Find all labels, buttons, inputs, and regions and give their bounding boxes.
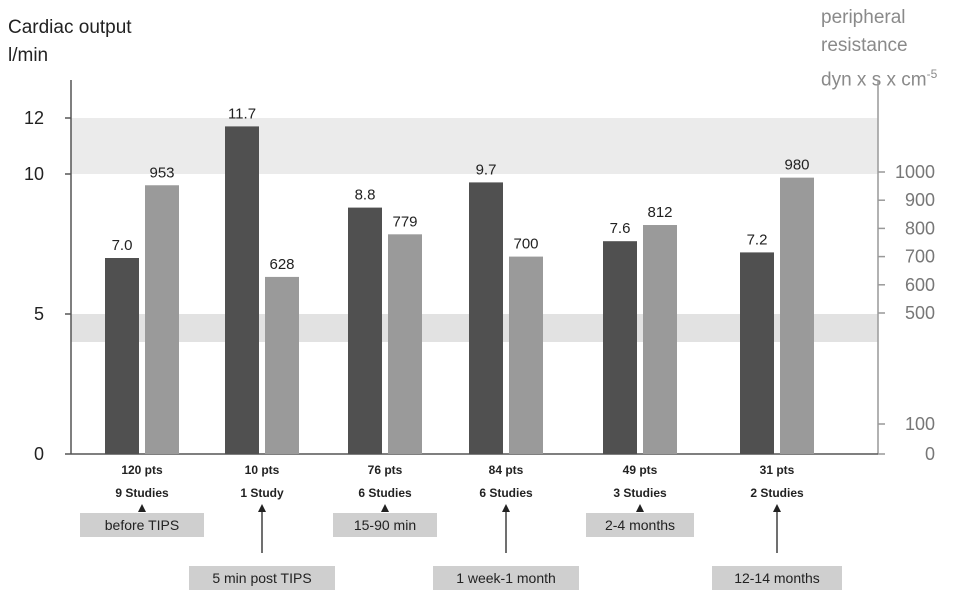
- bar-resistance-2: [265, 276, 299, 454]
- left-axis-title-line2: l/min: [8, 45, 49, 66]
- bar-cardiac-output-6: [740, 252, 774, 454]
- data-label-resistance-6: 980: [784, 157, 809, 174]
- time-label-2: 5 min post TIPS: [212, 570, 311, 586]
- right-tick-label-600: 600: [905, 275, 935, 295]
- right-tick-label-800: 800: [905, 218, 935, 238]
- left-axis-title: Cardiac output l/min: [8, 14, 132, 70]
- group-studies-label-6: 2 Studies: [750, 486, 804, 500]
- bar-cardiac-output-1: [105, 258, 139, 454]
- left-axis-title-line1: Cardiac output: [8, 17, 132, 38]
- left-tick-label-5: 5: [34, 304, 44, 324]
- group-pts-label-6: 31 pts: [760, 463, 795, 477]
- time-box-4: [433, 566, 579, 590]
- data-label-resistance-5: 812: [647, 204, 672, 221]
- data-label-resistance-3: 779: [392, 213, 417, 230]
- group-studies-label-4: 6 Studies: [479, 486, 533, 500]
- time-box-3: [333, 513, 437, 537]
- data-label-resistance-2: 628: [269, 256, 294, 273]
- time-arrow-head-5: [636, 504, 644, 512]
- data-label-cardiac-output-4: 9.7: [476, 161, 497, 178]
- group-pts-label-3: 76 pts: [368, 463, 403, 477]
- time-arrow-head-2: [258, 504, 266, 512]
- bar-resistance-6: [780, 177, 814, 454]
- right-tick-label-0: 0: [925, 444, 935, 464]
- right-tick-label-900: 900: [905, 190, 935, 210]
- group-studies-label-3: 6 Studies: [358, 486, 412, 500]
- time-arrow-head-1: [138, 504, 146, 512]
- right-axis-title-line1: peripheral: [821, 7, 906, 28]
- time-label-4: 1 week-1 month: [456, 570, 556, 586]
- right-tick-label-1000: 1000: [895, 162, 935, 182]
- bar-cardiac-output-3: [348, 207, 382, 454]
- time-box-1: [80, 513, 204, 537]
- bar-cardiac-output-5: [603, 241, 637, 454]
- bar-resistance-1: [145, 185, 179, 454]
- time-label-3: 15-90 min: [354, 517, 416, 533]
- right-axis-unit-exponent: -5: [926, 67, 938, 81]
- time-arrow-head-3: [381, 504, 389, 512]
- bar-cardiac-output-4: [469, 182, 503, 454]
- right-tick-label-500: 500: [905, 303, 935, 323]
- data-label-cardiac-output-3: 8.8: [355, 187, 376, 204]
- group-studies-label-1: 9 Studies: [115, 486, 169, 500]
- data-label-cardiac-output-2: 11.7: [228, 105, 256, 122]
- time-label-6: 12-14 months: [734, 570, 820, 586]
- time-box-5: [586, 513, 694, 537]
- bar-resistance-3: [388, 234, 422, 454]
- bar-cardiac-output-2: [225, 126, 259, 455]
- right-axis-title-line3: dyn x s x cm-5: [821, 60, 967, 94]
- group-pts-label-2: 10 pts: [245, 463, 280, 477]
- group-pts-label-4: 84 pts: [489, 463, 524, 477]
- data-label-cardiac-output-1: 7.0: [112, 237, 133, 254]
- bar-resistance-5: [643, 225, 677, 454]
- time-label-1: before TIPS: [105, 517, 179, 533]
- data-label-resistance-1: 953: [149, 164, 174, 181]
- group-pts-label-1: 120 pts: [121, 463, 163, 477]
- data-label-cardiac-output-5: 7.6: [610, 220, 631, 237]
- right-tick-label-700: 700: [905, 247, 935, 267]
- time-box-2: [189, 566, 335, 590]
- right-tick-label-100: 100: [905, 414, 935, 434]
- data-label-cardiac-output-6: 7.2: [747, 231, 768, 248]
- right-axis-unit: dyn x s x cm: [821, 69, 927, 91]
- left-tick-label-12: 12: [24, 108, 44, 128]
- time-arrow-head-4: [502, 504, 510, 512]
- data-label-resistance-4: 700: [513, 236, 538, 253]
- group-studies-label-2: 1 Study: [240, 486, 284, 500]
- left-tick-label-10: 10: [24, 164, 44, 184]
- group-pts-label-5: 49 pts: [623, 463, 658, 477]
- left-tick-label-0: 0: [34, 444, 44, 464]
- time-label-5: 2-4 months: [605, 517, 675, 533]
- right-axis-title: peripheral resistance dyn x s x cm-5: [821, 4, 967, 94]
- reference-band-1: [71, 118, 878, 174]
- group-studies-label-5: 3 Studies: [613, 486, 667, 500]
- right-axis-title-line2: resistance: [821, 35, 908, 56]
- time-arrow-head-6: [773, 504, 781, 512]
- bar-resistance-4: [509, 256, 543, 454]
- time-box-6: [712, 566, 842, 590]
